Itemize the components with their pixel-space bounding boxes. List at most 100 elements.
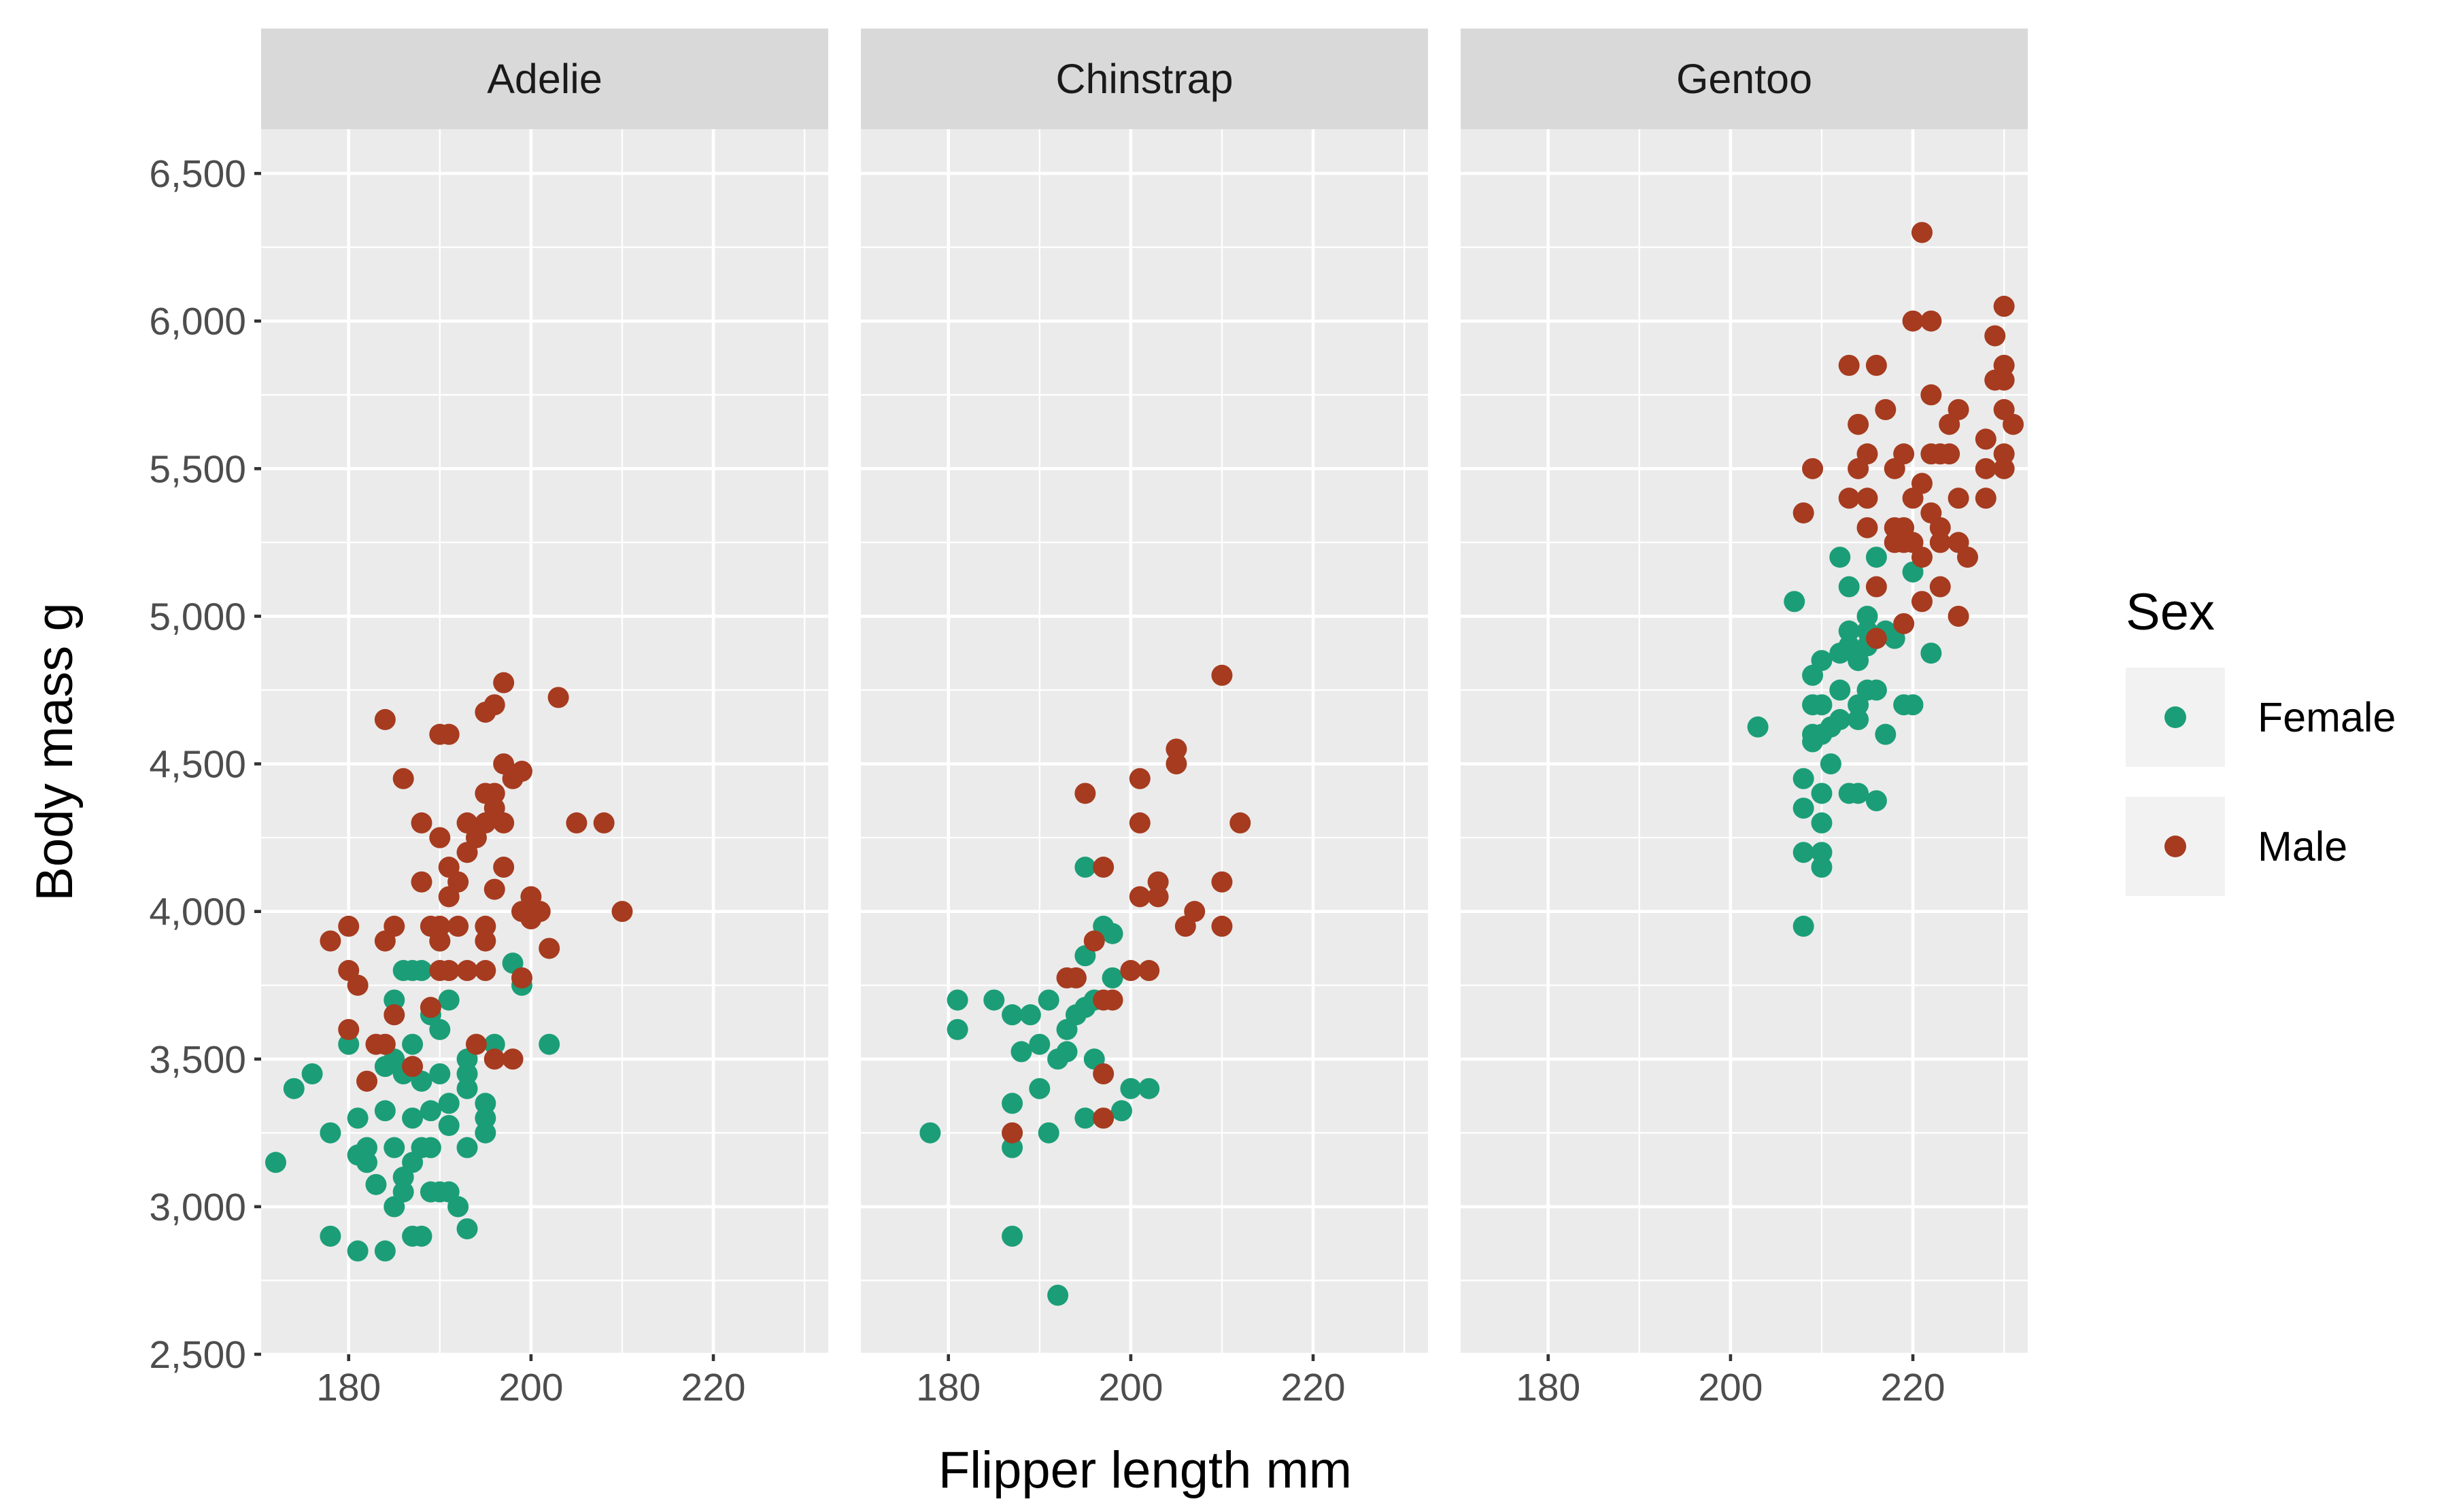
data-point-male: [1166, 738, 1187, 760]
data-point-male: [511, 760, 532, 782]
data-point-female: [1829, 547, 1851, 568]
data-point-male: [1975, 458, 1996, 479]
data-point-female: [1102, 923, 1123, 944]
data-point-female: [1002, 1004, 1023, 1026]
data-point-female: [1811, 857, 1833, 878]
y-tick-label: 4,500: [149, 743, 246, 787]
data-point-male: [1129, 768, 1151, 789]
data-point-male: [411, 871, 432, 893]
legend-entry-male: Male: [2126, 797, 2347, 896]
data-point-female: [1102, 967, 1123, 989]
data-point-female: [365, 1173, 387, 1195]
y-tick-label: 6,000: [149, 300, 246, 343]
data-point-male: [347, 974, 369, 996]
data-point-female: [1875, 723, 1897, 745]
data-point-female: [320, 1122, 341, 1144]
data-point-male: [1920, 384, 1942, 406]
data-point-male: [475, 930, 496, 952]
data-point-male: [1211, 915, 1233, 937]
data-point-male: [1147, 886, 1169, 908]
data-point-female: [1747, 716, 1769, 738]
facet-strip: [1461, 29, 2028, 129]
data-point-female: [447, 1196, 469, 1218]
data-point-male: [1902, 310, 1924, 332]
data-point-female: [438, 989, 460, 1011]
data-point-female: [1848, 783, 1869, 804]
data-point-male: [493, 812, 515, 834]
data-point-female: [1811, 650, 1833, 672]
facet-panel-adelie: Adelie 180 200 220: [261, 29, 828, 1409]
data-point-male: [1838, 487, 1860, 509]
data-point-male: [1929, 517, 1951, 538]
data-point-male: [374, 1033, 396, 1055]
data-point-male: [1993, 354, 2015, 376]
data-point-female: [374, 1100, 396, 1122]
data-point-female: [1865, 547, 1887, 568]
data-point-male: [356, 1070, 378, 1092]
panel-background: [861, 129, 1428, 1354]
data-point-male: [1848, 413, 1869, 435]
data-point-female: [919, 1122, 941, 1144]
data-point-male: [429, 827, 451, 848]
data-point-male: [1975, 428, 1996, 450]
data-point-male: [1792, 502, 1814, 523]
data-point-male: [1129, 812, 1151, 834]
data-point-female: [1029, 1033, 1051, 1055]
data-point-female: [1056, 1041, 1078, 1063]
x-tick-label: 220: [1881, 1366, 1945, 1409]
data-point-male: [1984, 325, 2006, 347]
data-point-female: [1811, 842, 1833, 863]
data-point-female: [1002, 1093, 1023, 1114]
data-point-female: [320, 1225, 341, 1247]
data-point-female: [374, 1240, 396, 1262]
data-point-female: [1838, 576, 1860, 598]
data-point-female: [983, 989, 1005, 1011]
data-point-male: [2003, 413, 2024, 435]
data-point-male: [1865, 354, 1887, 376]
facet-strip: [261, 29, 828, 129]
data-point-male: [1229, 812, 1251, 834]
data-point-female: [384, 1137, 405, 1158]
data-point-male: [411, 812, 432, 834]
legend-swatch: [2164, 836, 2186, 857]
data-point-male: [1102, 989, 1123, 1011]
data-point-female: [483, 1033, 505, 1055]
data-point-female: [392, 1181, 414, 1203]
facet-strip-label: Chinstrap: [1055, 56, 1233, 102]
x-axis-title: Flipper length mm: [938, 1441, 1352, 1499]
data-point-female: [1784, 591, 1805, 613]
data-point-male: [511, 967, 532, 989]
data-point-male: [1993, 369, 2015, 391]
data-point-female: [1811, 694, 1833, 716]
data-point-female: [1792, 842, 1814, 863]
data-point-female: [1074, 857, 1096, 878]
facet-panel-chinstrap: Chinstrap 180 200 220: [861, 29, 1428, 1409]
data-point-female: [429, 1018, 451, 1040]
data-point-male: [384, 915, 405, 937]
data-point-male: [1993, 458, 2015, 479]
data-point-male: [475, 915, 496, 937]
data-point-male: [1957, 547, 1979, 568]
data-point-male: [1865, 628, 1887, 649]
data-point-male: [374, 708, 396, 730]
data-point-male: [392, 768, 414, 789]
data-point-male: [1939, 443, 1960, 465]
data-point-female: [347, 1240, 369, 1262]
data-point-male: [1184, 901, 1206, 923]
data-point-female: [1792, 768, 1814, 789]
data-point-female: [1792, 915, 1814, 937]
data-point-female: [1902, 694, 1924, 716]
data-point-male: [429, 915, 451, 937]
data-point-female: [1811, 783, 1833, 804]
data-point-male: [1993, 443, 2015, 465]
data-point-male: [593, 812, 615, 834]
y-tick-label: 3,000: [149, 1186, 246, 1229]
data-point-female: [347, 1107, 369, 1129]
data-point-female: [456, 1063, 478, 1084]
data-point-male: [1975, 487, 1996, 509]
data-point-male: [547, 687, 569, 708]
data-point-female: [456, 1137, 478, 1158]
data-point-female: [475, 1107, 496, 1129]
data-point-female: [1019, 1004, 1041, 1026]
